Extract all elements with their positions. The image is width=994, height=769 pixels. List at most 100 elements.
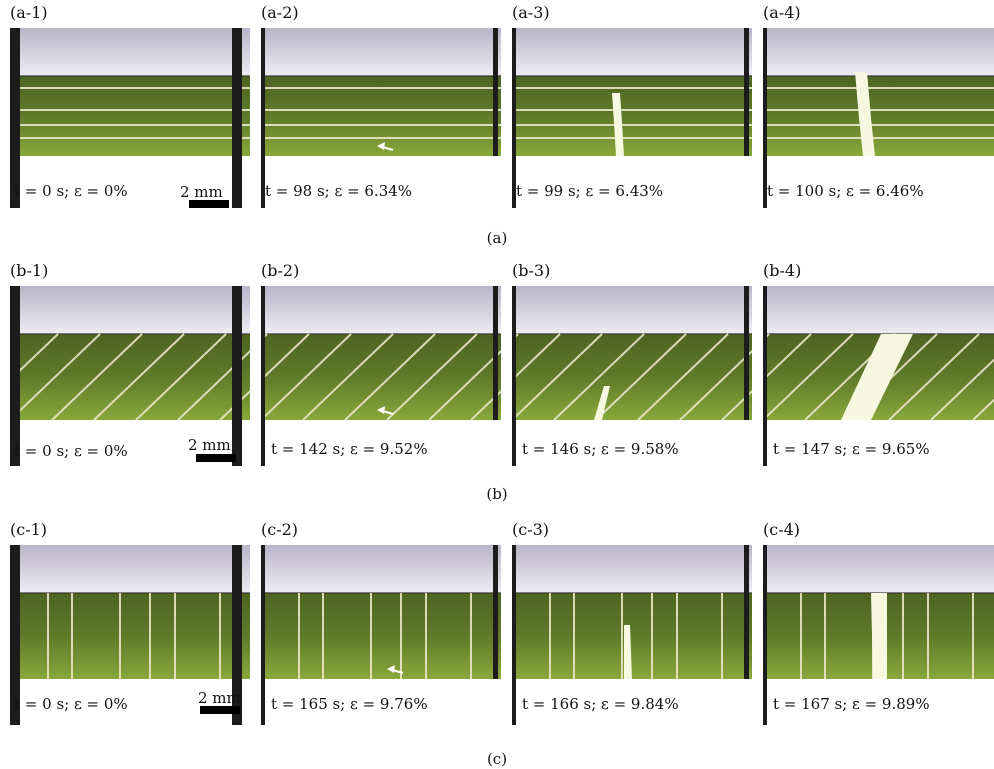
scale-bar bbox=[196, 454, 236, 462]
background-sky bbox=[10, 28, 250, 76]
leaf-specimen bbox=[10, 593, 250, 679]
crack bbox=[624, 625, 632, 679]
clamp-right bbox=[232, 545, 242, 725]
clamp-left bbox=[763, 545, 767, 725]
leaf-specimen bbox=[763, 76, 994, 156]
crack bbox=[594, 386, 610, 420]
panel-label: (a-3) bbox=[512, 3, 550, 22]
crack bbox=[855, 72, 875, 156]
row-label-a: (a) bbox=[486, 229, 508, 247]
specimen-photo bbox=[512, 545, 752, 725]
background-sky bbox=[763, 545, 994, 593]
background-white bbox=[10, 679, 250, 725]
crack bbox=[612, 93, 624, 156]
time-strain-caption: t = 100 s; ε = 6.46% bbox=[767, 182, 924, 200]
background-sky bbox=[763, 286, 994, 334]
clamp-left bbox=[261, 545, 265, 725]
clamp-right bbox=[232, 286, 242, 466]
panel-label: (b-1) bbox=[10, 261, 49, 280]
clamp-left bbox=[512, 286, 516, 466]
clamp-left bbox=[10, 545, 20, 725]
leaf-specimen bbox=[10, 334, 250, 420]
background-sky bbox=[512, 28, 752, 76]
panel-label: (c-2) bbox=[261, 520, 299, 539]
panel-label: (c-4) bbox=[763, 520, 801, 539]
crack-arrow-icon bbox=[387, 665, 404, 674]
panel-label: (a-2) bbox=[261, 3, 299, 22]
clamp-right bbox=[493, 286, 498, 420]
vein-lines bbox=[549, 593, 723, 679]
vein-lines bbox=[10, 87, 250, 139]
crack-arrow-icon bbox=[377, 142, 394, 151]
background-sky bbox=[261, 286, 501, 334]
specimen-photo bbox=[512, 28, 752, 208]
background-white bbox=[261, 156, 501, 208]
time-strain-caption: t = 142 s; ε = 9.52% bbox=[271, 440, 428, 458]
clamp-left bbox=[10, 286, 20, 466]
clamp-right bbox=[493, 28, 498, 156]
clamp-left bbox=[261, 286, 265, 466]
leaf-specimen bbox=[512, 334, 752, 420]
vein-lines bbox=[298, 593, 472, 679]
crack bbox=[841, 334, 913, 420]
clamp-left bbox=[512, 545, 516, 725]
clamp-right bbox=[744, 545, 749, 679]
panel-label: (b-2) bbox=[261, 261, 300, 280]
background-sky bbox=[10, 545, 250, 593]
background-sky bbox=[512, 286, 752, 334]
row-label-b: (b) bbox=[486, 485, 508, 503]
specimen-photo bbox=[763, 286, 994, 466]
time-strain-caption: t = 167 s; ε = 9.89% bbox=[773, 695, 930, 713]
clamp-left bbox=[10, 28, 20, 208]
panel-label: (a-1) bbox=[10, 3, 48, 22]
vein-lines bbox=[47, 593, 221, 679]
specimen-photo bbox=[763, 545, 994, 725]
time-strain-caption: t = 166 s; ε = 9.84% bbox=[522, 695, 679, 713]
leaf-specimen bbox=[10, 76, 250, 156]
vein-lines bbox=[261, 87, 501, 139]
background-white bbox=[512, 156, 752, 208]
specimen-photo bbox=[512, 286, 752, 466]
background-sky bbox=[763, 28, 994, 76]
leaf-specimen bbox=[261, 76, 501, 156]
background-white bbox=[261, 420, 501, 466]
time-strain-caption: t = 147 s; ε = 9.65% bbox=[773, 440, 930, 458]
vein-lines bbox=[512, 87, 752, 139]
clamp-right bbox=[493, 545, 498, 679]
time-strain-caption: t = 99 s; ε = 6.43% bbox=[516, 182, 664, 200]
background-white bbox=[763, 420, 994, 466]
clamp-left bbox=[261, 28, 265, 208]
time-strain-caption: t = 98 s; ε = 6.34% bbox=[265, 182, 413, 200]
specimen-photo bbox=[10, 545, 250, 725]
scale-bar bbox=[200, 706, 240, 714]
specimen-photo bbox=[261, 28, 501, 208]
specimen-photo bbox=[763, 28, 994, 208]
background-sky bbox=[261, 545, 501, 593]
background-sky bbox=[261, 28, 501, 76]
crack bbox=[871, 593, 887, 679]
time-strain-caption: t = 146 s; ε = 9.58% bbox=[522, 440, 679, 458]
clamp-right bbox=[744, 28, 749, 156]
background-white bbox=[763, 156, 994, 208]
vein-lines bbox=[763, 87, 994, 139]
specimen-photo bbox=[10, 286, 250, 466]
leaf-specimen bbox=[261, 593, 501, 679]
time-strain-caption: t = 165 s; ε = 9.76% bbox=[271, 695, 428, 713]
time-strain-caption: t = 0 s; ε = 0% bbox=[14, 182, 128, 200]
panel-label: (b-4) bbox=[763, 261, 802, 280]
panel-label: (a-4) bbox=[763, 3, 801, 22]
background-white bbox=[512, 420, 752, 466]
background-white bbox=[512, 679, 752, 725]
background-white bbox=[261, 679, 501, 725]
panel-label: (b-3) bbox=[512, 261, 551, 280]
vein-lines bbox=[10, 333, 250, 421]
scale-bar-label: 2 mm bbox=[188, 436, 231, 454]
time-strain-caption: t = 0 s; ε = 0% bbox=[14, 695, 128, 713]
scale-bar bbox=[189, 200, 229, 208]
time-strain-caption: t = 0 s; ε = 0% bbox=[14, 442, 128, 460]
background-white bbox=[10, 156, 250, 208]
background-white bbox=[763, 679, 994, 725]
clamp-left bbox=[512, 28, 516, 208]
panel-label: (c-1) bbox=[10, 520, 48, 539]
scale-bar-label: 2 mm bbox=[198, 689, 241, 707]
